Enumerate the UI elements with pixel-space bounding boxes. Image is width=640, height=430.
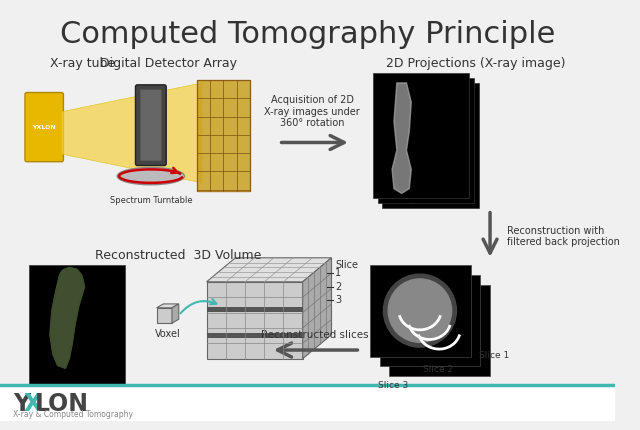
Bar xyxy=(207,333,303,338)
Text: Slice: Slice xyxy=(335,260,358,270)
Bar xyxy=(378,78,474,203)
Text: Computed Tomography Principle: Computed Tomography Principle xyxy=(60,20,555,49)
Text: Y: Y xyxy=(13,392,31,416)
FancyBboxPatch shape xyxy=(25,92,63,162)
FancyArrowPatch shape xyxy=(180,299,216,313)
FancyBboxPatch shape xyxy=(197,80,250,190)
Text: X-ray & Computed Tomography: X-ray & Computed Tomography xyxy=(13,410,134,419)
Circle shape xyxy=(403,293,476,366)
Text: Spectrum Turntable: Spectrum Turntable xyxy=(109,196,192,205)
Polygon shape xyxy=(50,267,84,368)
Text: Reconstructed slices: Reconstructed slices xyxy=(261,330,369,340)
Text: 3: 3 xyxy=(335,295,342,305)
Bar xyxy=(0,384,615,421)
Text: Slice 1: Slice 1 xyxy=(479,351,509,360)
Polygon shape xyxy=(172,304,179,323)
Text: 2: 2 xyxy=(335,282,342,292)
Polygon shape xyxy=(61,83,202,183)
Text: Digital Detector Array: Digital Detector Array xyxy=(100,57,237,70)
Polygon shape xyxy=(50,267,84,368)
Text: 1: 1 xyxy=(335,268,342,278)
Polygon shape xyxy=(303,258,332,359)
Text: Reconstructed  3D Volume: Reconstructed 3D Volume xyxy=(95,249,261,262)
Circle shape xyxy=(408,298,471,362)
FancyBboxPatch shape xyxy=(140,89,161,161)
Bar xyxy=(207,307,303,312)
Text: 2D Projections (X-ray image): 2D Projections (X-ray image) xyxy=(386,57,565,70)
Text: YXLON: YXLON xyxy=(33,125,56,129)
Text: Voxel: Voxel xyxy=(155,329,180,339)
Ellipse shape xyxy=(117,167,184,185)
Bar xyxy=(373,73,469,198)
Polygon shape xyxy=(157,304,179,308)
Bar xyxy=(383,83,479,208)
Text: X: X xyxy=(24,392,42,416)
Polygon shape xyxy=(392,83,412,194)
Circle shape xyxy=(388,279,452,342)
Polygon shape xyxy=(157,308,172,323)
Bar xyxy=(370,265,471,357)
Text: Reconstruction with
filtered back projection: Reconstruction with filtered back projec… xyxy=(508,226,620,247)
Circle shape xyxy=(398,289,461,352)
Bar xyxy=(29,265,125,386)
Text: LON: LON xyxy=(35,392,88,416)
FancyBboxPatch shape xyxy=(136,85,166,166)
Text: X-ray tube: X-ray tube xyxy=(50,57,115,70)
Polygon shape xyxy=(207,282,303,359)
Polygon shape xyxy=(207,258,332,282)
Circle shape xyxy=(393,284,466,357)
Polygon shape xyxy=(397,88,416,198)
Text: Slice 3: Slice 3 xyxy=(378,381,408,390)
Polygon shape xyxy=(402,92,421,203)
Bar xyxy=(389,285,490,376)
Text: Slice 2: Slice 2 xyxy=(423,365,453,374)
Circle shape xyxy=(383,274,456,347)
Text: Acquisition of 2D
X-ray images under
360° rotation: Acquisition of 2D X-ray images under 360… xyxy=(264,95,360,128)
Bar xyxy=(380,275,481,366)
